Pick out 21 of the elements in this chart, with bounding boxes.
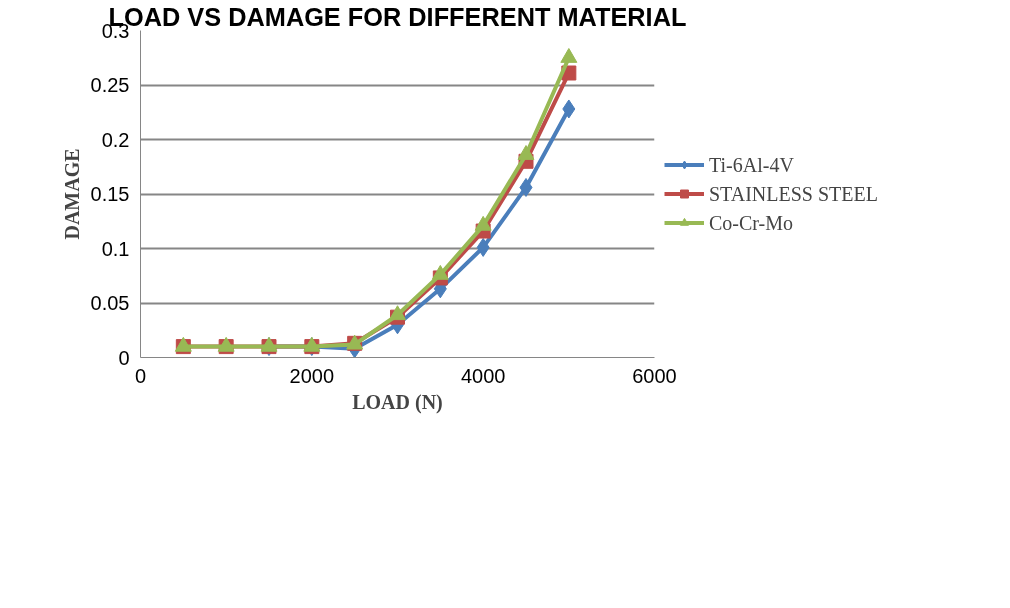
y-tick-label: 0.2 <box>101 128 130 151</box>
y-tick-label: 0.05 <box>90 292 130 314</box>
y-axis-title: DAMAGE <box>60 148 83 240</box>
y-tick-label: 0.1 <box>101 237 130 260</box>
y-tick-label: 0.25 <box>90 74 130 96</box>
x-tick-label: 0 <box>134 364 147 387</box>
y-tick-label: 0.15 <box>90 183 130 205</box>
x-tick-label: 4000 <box>460 364 506 387</box>
x-tick-label: 2000 <box>289 364 335 387</box>
y-tick-label: 0 <box>118 346 130 369</box>
point <box>389 305 406 321</box>
point <box>517 145 535 160</box>
legend-label: STAINLESS STEEL <box>709 182 878 205</box>
point <box>519 177 533 197</box>
x-axis-title: LOAD (N) <box>352 390 443 414</box>
x-tick-label: 6000 <box>632 364 677 387</box>
point <box>476 237 490 257</box>
point <box>560 48 578 63</box>
legend-label: Co-Cr-Mo <box>709 211 794 234</box>
point <box>562 99 576 119</box>
legend-label: Ti-6Al-4V <box>709 153 794 176</box>
